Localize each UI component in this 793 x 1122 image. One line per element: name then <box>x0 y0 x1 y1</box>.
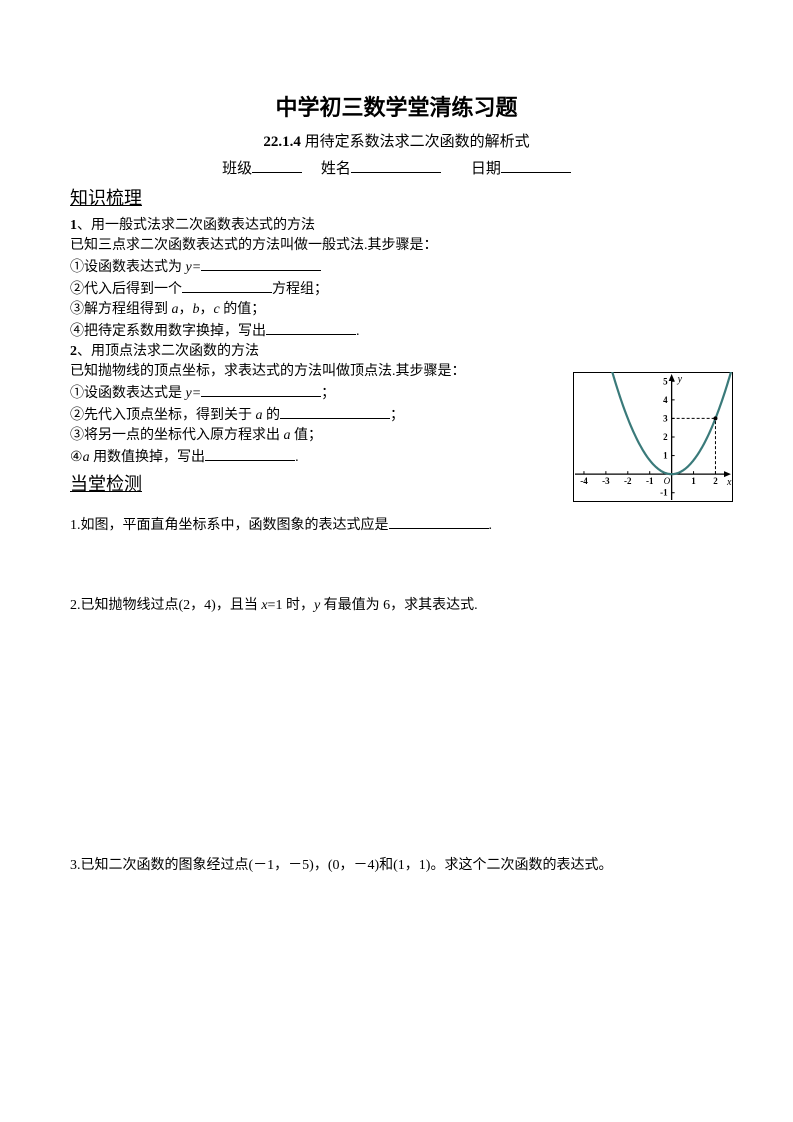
svg-text:2: 2 <box>663 432 668 442</box>
p1-step2: ②代入后得到一个方程组； <box>70 278 723 300</box>
svg-text:-1: -1 <box>646 476 654 486</box>
date-blank[interactable] <box>501 158 571 173</box>
section-number: 22.1.4 <box>263 134 301 150</box>
p1-blank1[interactable] <box>201 256 321 271</box>
svg-text:5: 5 <box>663 376 668 386</box>
svg-text:-4: -4 <box>580 476 588 486</box>
svg-text:y: y <box>677 374 683 385</box>
p1-intro: 已知三点求二次函数表达式的方法叫做一般式法.其步骤是： <box>70 236 723 256</box>
student-info: 班级 姓名 日期 <box>70 157 723 178</box>
p2-blank2[interactable] <box>280 404 390 419</box>
p1-step4: ④把待定系数用数字换掉，写出. <box>70 320 723 342</box>
p2-blank1[interactable] <box>201 382 321 397</box>
p1-blank2[interactable] <box>182 278 272 293</box>
svg-text:-2: -2 <box>624 476 632 486</box>
page-title: 中学初三数学堂清练习题 <box>70 90 723 122</box>
class-blank[interactable] <box>252 158 302 173</box>
question-1: 1.如图，平面直角坐标系中，函数图象的表达式应是. <box>70 514 723 536</box>
svg-text:4: 4 <box>663 395 668 405</box>
name-label: 姓名 <box>321 161 351 177</box>
p1-blank3[interactable] <box>266 320 356 335</box>
svg-text:1: 1 <box>663 451 668 461</box>
svg-text:3: 3 <box>663 413 668 423</box>
p1-step1: ①设函数表达式为 y= <box>70 256 723 278</box>
svg-text:-1: -1 <box>660 488 668 498</box>
p2-title: 2、用顶点法求二次函数的方法 <box>70 342 723 362</box>
section-knowledge: 知识梳理 <box>70 184 723 210</box>
question-3: 3.已知二次函数的图象经过点(－1，－5)，(0，－4)和(1，1)。求这个二次… <box>70 856 723 876</box>
svg-text:x: x <box>726 477 732 488</box>
svg-text:1: 1 <box>691 476 696 486</box>
class-label: 班级 <box>222 161 252 177</box>
svg-text:O: O <box>664 476 671 486</box>
question-2: 2.已知抛物线过点(2，4)，且当 x=1 时，y 有最值为 6，求其表达式. <box>70 596 723 616</box>
svg-text:-3: -3 <box>602 476 610 486</box>
p1-step3: ③解方程组得到 a，b，c 的值； <box>70 300 723 320</box>
name-blank[interactable] <box>351 158 441 173</box>
svg-text:2: 2 <box>713 476 718 486</box>
parabola-graph: -4 -3 -2 -1 1 2 -1 1 2 3 4 5 Ox y <box>573 372 733 502</box>
p1-title: 1、用一般式法求二次函数表达式的方法 <box>70 216 723 236</box>
date-label: 日期 <box>471 161 501 177</box>
p2-blank3[interactable] <box>205 446 295 461</box>
subtitle: 22.1.4 用待定系数法求二次函数的解析式 <box>70 130 723 151</box>
subtitle-text: 用待定系数法求二次函数的解析式 <box>305 134 530 150</box>
q1-blank[interactable] <box>389 514 489 529</box>
